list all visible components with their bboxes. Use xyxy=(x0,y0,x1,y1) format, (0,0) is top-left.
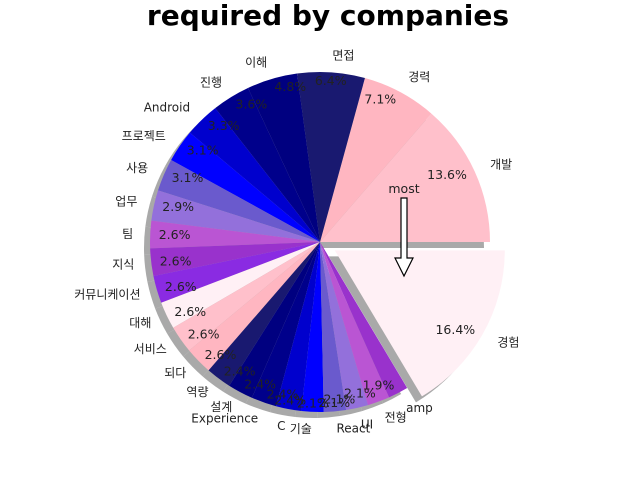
pie-slice xyxy=(229,242,320,398)
pie-slice xyxy=(189,108,320,242)
pie-slice xyxy=(215,88,320,242)
slice-label: 되다 xyxy=(164,366,186,380)
slice-percent: 13.6% xyxy=(427,167,467,182)
slice-percent: 2.4% xyxy=(224,364,256,379)
pie-slice xyxy=(150,220,320,249)
slice-label: 기술 xyxy=(290,422,312,436)
pie-slice xyxy=(297,72,365,242)
slice-label: 팀 xyxy=(122,227,133,241)
pie-slice xyxy=(320,242,369,410)
slice-label: UI xyxy=(361,418,373,432)
pie-slice xyxy=(320,113,490,243)
slice-percent: 4.8% xyxy=(274,79,306,94)
annotation-arrow: most xyxy=(388,181,420,278)
slice-percent: 2.1% xyxy=(318,395,350,410)
slice-label: 사용 xyxy=(126,161,148,175)
slice-label: 경력 xyxy=(408,70,430,84)
slice-percent: 2.9% xyxy=(162,199,194,214)
pie-slice xyxy=(173,242,320,351)
slice-percent: 3.1% xyxy=(187,143,219,158)
pie-slice xyxy=(320,242,390,406)
slice-label: 서비스 xyxy=(134,342,167,356)
slice-percent: 2.6% xyxy=(205,347,237,362)
slice-percent: 2.4% xyxy=(267,386,299,401)
slice-percent: 2.1% xyxy=(344,386,376,401)
slice-percent: 7.1% xyxy=(364,92,396,107)
slice-percent: 3.6% xyxy=(236,96,268,111)
slice-labels: 개발 13.6% 경력 7.1% 면접 6.4% 이해 4.8% 진행 3.6% Android 3.… xyxy=(74,48,519,435)
pie-slices xyxy=(150,72,505,412)
slice-label: 전형 xyxy=(385,411,407,425)
pie-slice xyxy=(189,242,320,371)
slice-label: 대해 xyxy=(129,316,151,330)
slice-percent: 3.3% xyxy=(208,118,240,133)
pie-slice xyxy=(161,242,320,328)
slice-percent: 6.4% xyxy=(315,73,347,88)
pie-slice xyxy=(320,242,408,398)
slice-label: 설계 xyxy=(210,400,232,414)
slice-label: 이해 xyxy=(245,56,267,70)
slice-label: 진행 xyxy=(200,75,222,90)
slice-label: C xyxy=(277,419,285,433)
slice-label: React xyxy=(337,421,371,435)
slice-label: 커뮤니케이션 xyxy=(74,287,140,301)
pie-slice xyxy=(301,242,324,412)
slice-label: 개발 xyxy=(490,157,512,171)
pie-slice xyxy=(208,242,320,386)
slice-percent: 2.6% xyxy=(188,327,220,342)
chart-title: required by companies xyxy=(147,0,509,32)
slice-label: Android xyxy=(144,101,190,115)
slice-label: amp xyxy=(406,401,433,415)
slice-label: 지식 xyxy=(112,257,134,271)
pie-slice xyxy=(171,132,320,242)
slice-percent: 2.4% xyxy=(244,377,276,392)
pie-slice xyxy=(151,190,320,242)
pie-slice xyxy=(334,250,505,397)
slice-percent: 2.6% xyxy=(174,304,206,319)
slice-percent: 2.1% xyxy=(297,395,329,410)
slice-percent: 2.6% xyxy=(160,253,192,268)
pie-slice xyxy=(320,242,347,412)
slice-label: 업무 xyxy=(115,195,137,209)
pie-slice xyxy=(276,242,320,411)
slice-percent: 2.6% xyxy=(165,279,197,294)
pie-slice xyxy=(150,242,320,277)
slice-percent: 1.9% xyxy=(363,377,395,392)
slice-label: 역량 xyxy=(186,385,208,399)
slice-label: 경험 xyxy=(497,336,519,350)
slice-label: 프로젝트 xyxy=(122,129,166,143)
down-arrow-icon xyxy=(394,197,414,278)
pie-slice xyxy=(320,78,432,242)
slice-percent: 2.4% xyxy=(274,393,306,408)
annotation-text: most xyxy=(388,181,419,196)
pie-slice xyxy=(158,159,320,242)
slice-percent: 2.1% xyxy=(324,392,356,407)
slice-label: 면접 xyxy=(332,48,354,62)
slice-percent: 2.6% xyxy=(159,227,191,242)
pie-slice xyxy=(251,242,320,407)
pie-slice xyxy=(247,73,320,243)
slice-percent: 3.1% xyxy=(172,170,204,185)
slice-percent: 16.4% xyxy=(435,322,475,337)
pie-slice xyxy=(153,242,320,303)
slice-label: Experience xyxy=(191,412,258,426)
